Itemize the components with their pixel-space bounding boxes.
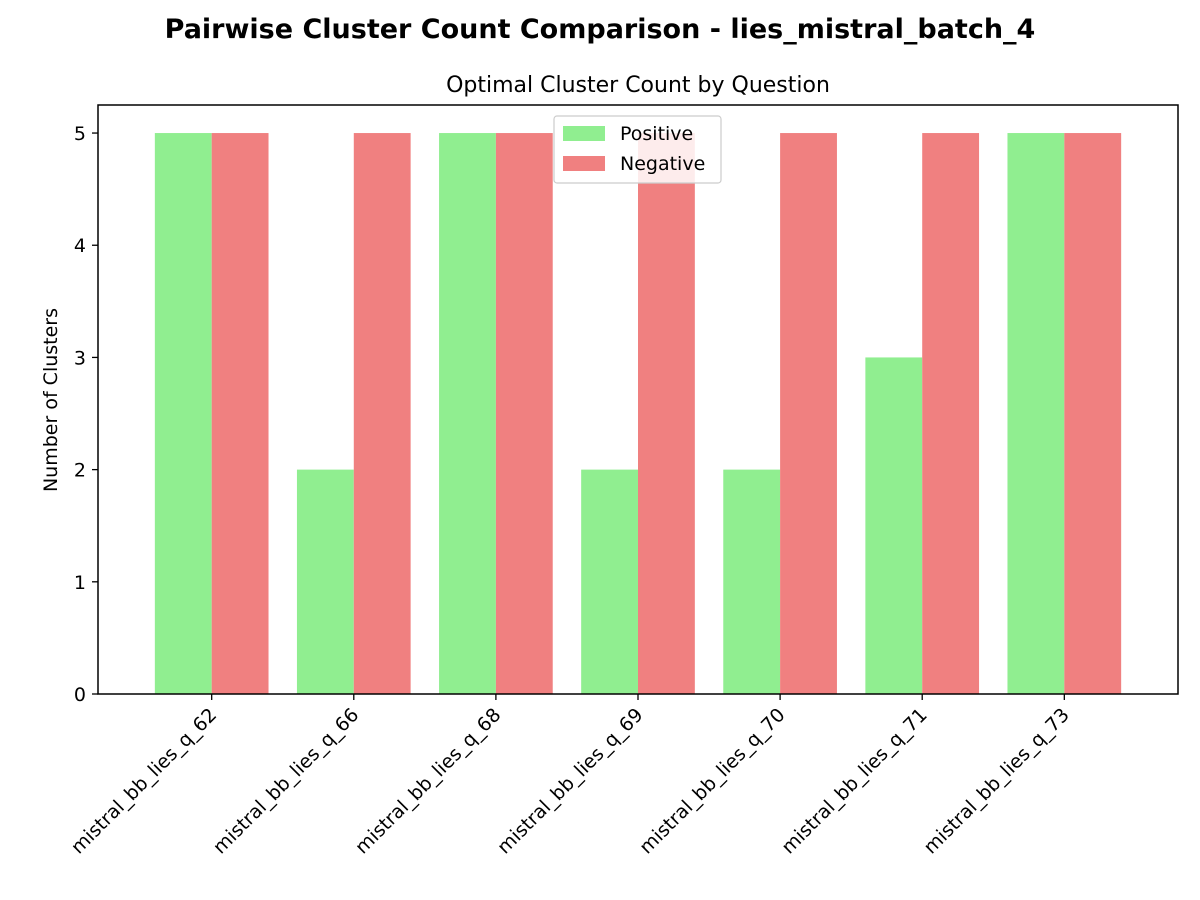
y-tick-label: 0 (74, 684, 86, 706)
bar-negative-mistral_bb_lies_q_66 (353, 133, 411, 695)
bar-negative-mistral_bb_lies_q_70 (780, 133, 837, 695)
bar-positive-mistral_bb_lies_q_69 (581, 469, 638, 694)
bar-negative-mistral_bb_lies_q_68 (495, 133, 553, 695)
x-axis: mistral_bb_lies_q_62mistral_bb_lies_q_66… (67, 694, 1074, 858)
bar-negative-mistral_bb_lies_q_62 (211, 133, 269, 695)
x-tick-label: mistral_bb_lies_q_62 (67, 704, 221, 858)
bar-positive-mistral_bb_lies_q_66 (296, 469, 354, 694)
y-tick-label: 2 (74, 460, 86, 482)
x-tick-label: mistral_bb_lies_q_68 (351, 704, 505, 858)
x-tick-label: mistral_bb_lies_q_66 (209, 704, 363, 858)
y-tick-label: 3 (74, 347, 86, 369)
y-axis: 0 1 2 3 4 5 (74, 123, 98, 706)
bar-negative-mistral_bb_lies_q_73 (1064, 133, 1122, 695)
y-tick-label: 1 (74, 572, 86, 594)
bar-negative-mistral_bb_lies_q_69 (638, 133, 695, 695)
bar-positive-mistral_bb_lies_q_68 (439, 133, 496, 695)
bar-positive-mistral_bb_lies_q_70 (723, 469, 781, 694)
bar-negative-mistral_bb_lies_q_71 (922, 133, 980, 695)
x-tick-label: mistral_bb_lies_q_73 (919, 704, 1073, 858)
x-tick-label: mistral_bb_lies_q_70 (635, 704, 789, 858)
y-axis-label: Number of Clusters (40, 308, 62, 492)
y-tick-label: 5 (74, 123, 86, 145)
chart-title: Optimal Cluster Count by Question (446, 73, 830, 98)
plot-frame (97, 104, 1179, 695)
legend-label-positive: Positive (620, 123, 693, 145)
bar-positive-mistral_bb_lies_q_71 (865, 357, 923, 694)
x-tick-label: mistral_bb_lies_q_69 (493, 704, 647, 858)
legend: Positive Negative (553, 115, 722, 184)
bar-positive-mistral_bb_lies_q_62 (154, 133, 212, 695)
legend-label-negative: Negative (620, 153, 705, 175)
x-tick-label: mistral_bb_lies_q_71 (777, 704, 931, 858)
bars-group (154, 133, 1122, 695)
figure-suptitle: Pairwise Cluster Count Comparison - lies… (164, 14, 1036, 45)
legend-swatch-positive (563, 126, 605, 141)
legend-swatch-negative (563, 156, 605, 171)
y-tick-label: 4 (74, 235, 86, 257)
bar-positive-mistral_bb_lies_q_73 (1007, 133, 1065, 695)
